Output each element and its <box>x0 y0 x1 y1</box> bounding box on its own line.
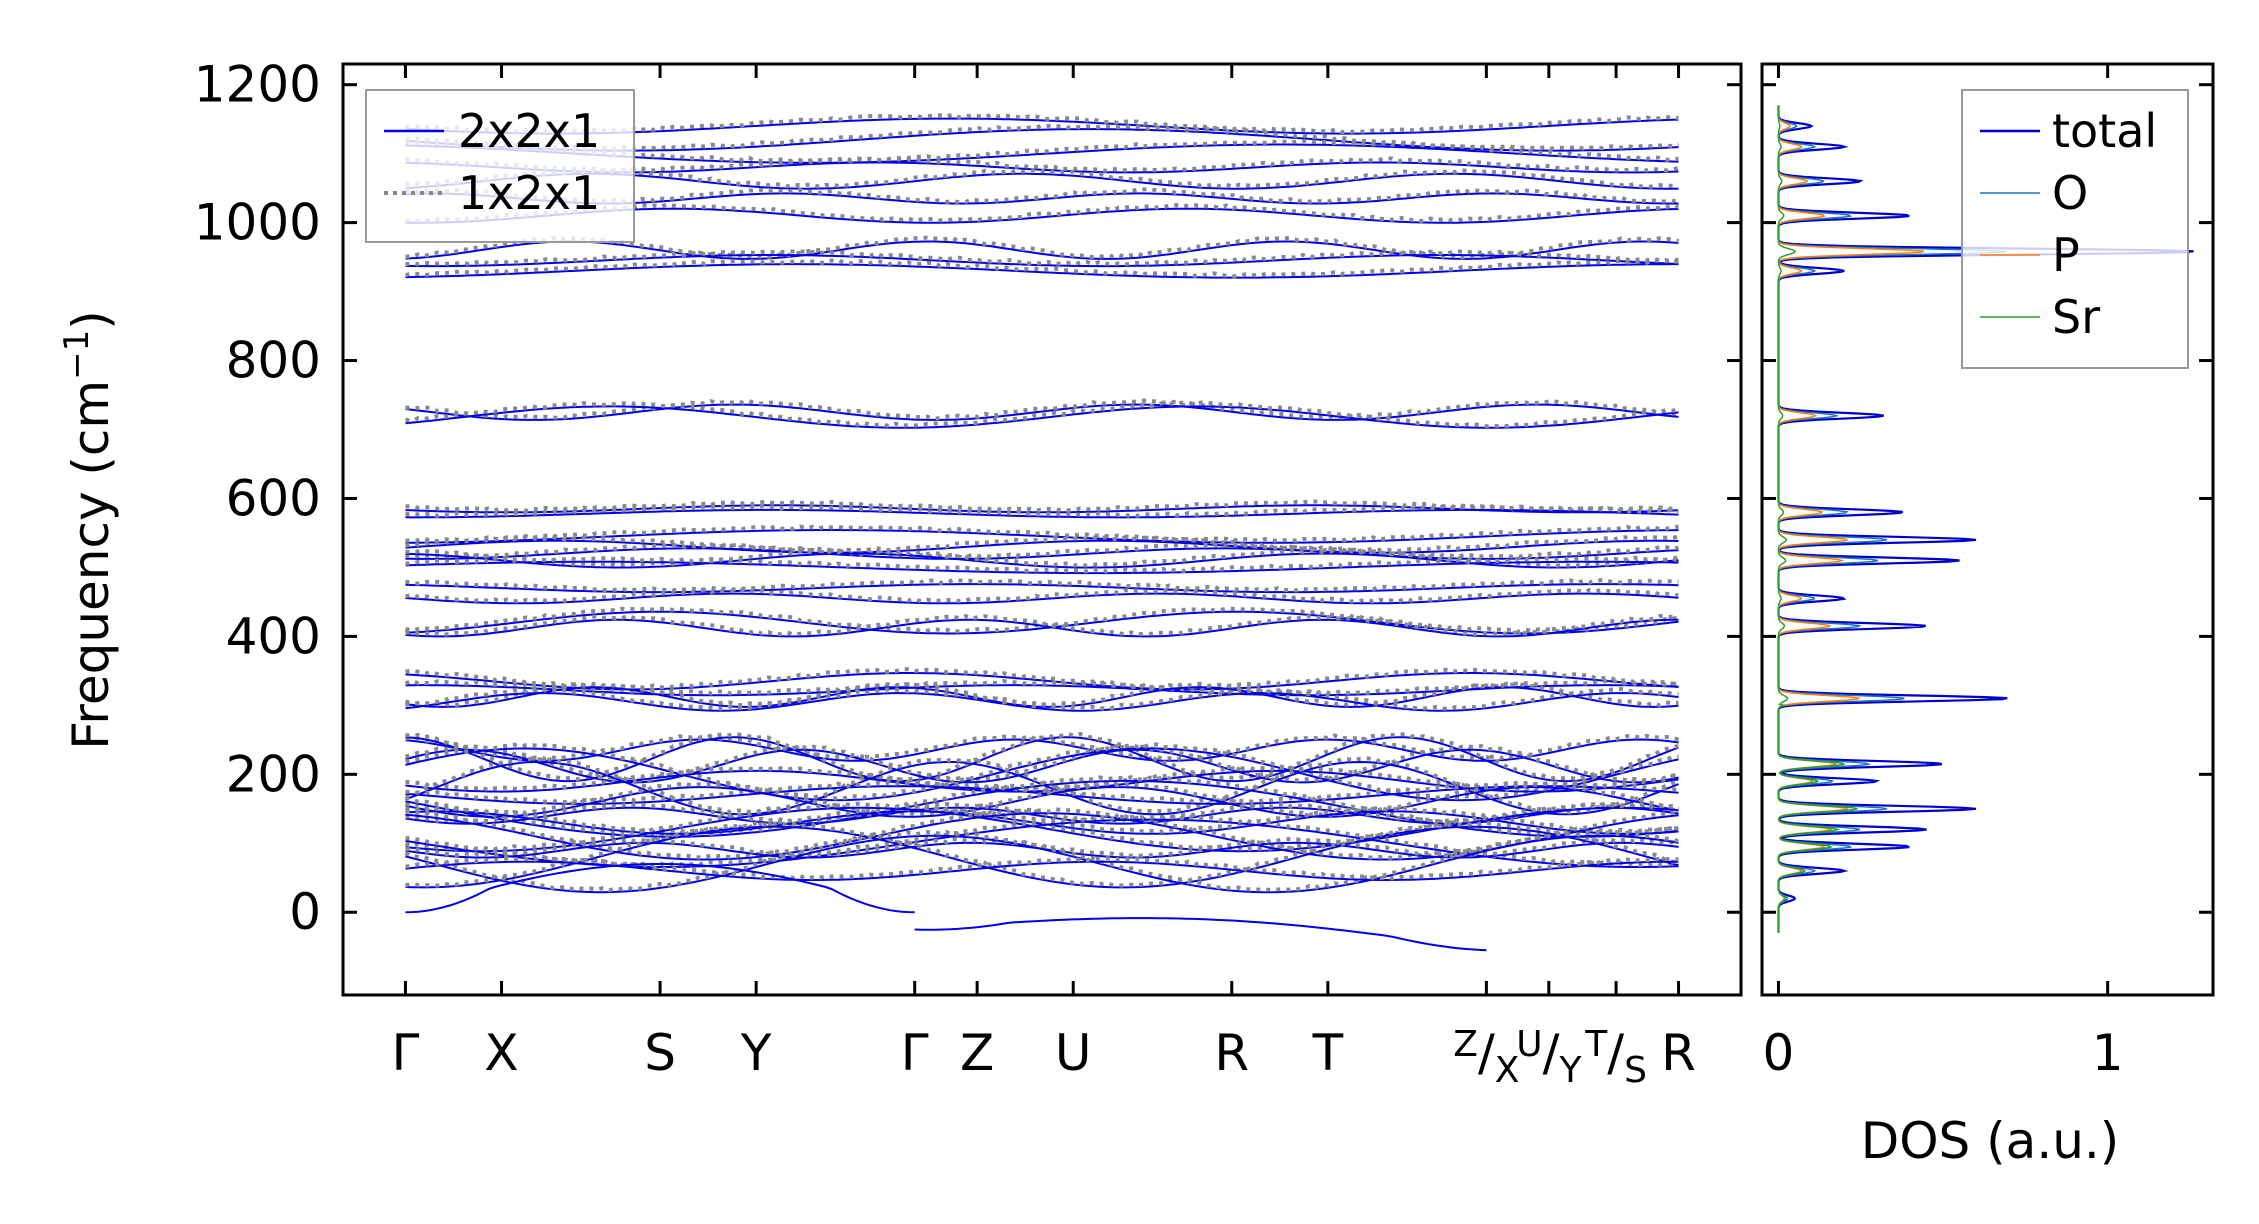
legend-label-2x2x1: 2x2x1 <box>458 104 600 158</box>
band-line-1x2x1 <box>405 235 1680 260</box>
band-line-1x2x1 <box>404 805 1679 835</box>
band-line-2x2x1 <box>405 254 1679 268</box>
band-line-1x2x1 <box>404 534 1679 554</box>
dos-curve-Sr <box>1777 105 1858 933</box>
band-line-2x2x1 <box>405 686 1679 708</box>
x-tick-label: Z <box>960 1024 994 1082</box>
x-tick-label: X <box>484 1024 518 1082</box>
band-line-1x2x1 <box>405 667 1679 691</box>
band-line-1x2x1 <box>405 187 1680 204</box>
x-tick-label: S <box>644 1024 676 1082</box>
band-line-2x2x1 <box>405 263 1679 279</box>
x-tick-label: Y <box>740 1024 772 1082</box>
band-line-2x2x1 <box>405 240 1679 260</box>
band-line-2x2x1 <box>405 825 1679 889</box>
x-axis-ticks: Γ X S Y Γ Z U R T Z/XU/YT/S R <box>392 64 1696 1091</box>
band-line-1x2x1 <box>405 400 1679 429</box>
y-tick-label: 1200 <box>194 56 321 114</box>
band-line-1x2x1 <box>404 678 1679 696</box>
y-tick-label: 0 <box>289 883 321 941</box>
band-line-1x2x1 <box>405 167 1679 190</box>
band-line-2x2x1 <box>405 529 1679 544</box>
band-legend: 2x2x1 1x2x1 <box>365 89 635 243</box>
band-line-2x2x1 <box>405 692 1679 712</box>
band-line-2x2x1 <box>405 592 1679 605</box>
x-tick-label: U <box>1055 1024 1092 1082</box>
legend-label-total: total <box>2052 104 2157 158</box>
band-line-2x2x1 <box>405 405 1679 429</box>
legend-label-P: P <box>2052 228 2080 282</box>
band-line-2x2x1 <box>405 786 1679 818</box>
legend-label-Sr: Sr <box>2052 290 2100 344</box>
y-tick-label: 1000 <box>194 194 321 252</box>
band-line-1x2x1 <box>405 524 1679 544</box>
x-tick-label: R <box>1661 1024 1696 1082</box>
band-line-1x2x1 <box>404 775 1679 838</box>
band-line-2x2x1 <box>405 748 1679 784</box>
y-axis-label: Frequency (cm−1) <box>57 310 120 750</box>
y-tick-label: 600 <box>226 469 321 527</box>
acoustic-branch <box>405 863 915 914</box>
x-tick-label: T/S <box>1584 1024 1647 1091</box>
band-line-1x2x1 <box>405 742 1679 801</box>
band-line-1x2x1 <box>404 257 1679 279</box>
band-line-2x2x1 <box>405 539 1679 554</box>
band-line-2x2x1 <box>405 583 1679 594</box>
band-lines <box>404 112 1680 952</box>
band-line-1x2x1 <box>405 555 1680 574</box>
legend-label-O: O <box>2052 166 2088 220</box>
y-tick-label: 800 <box>226 332 321 390</box>
dos-legend: total O P Sr <box>1961 89 2189 369</box>
band-line-1x2x1 <box>405 731 1679 782</box>
dos-curve-P <box>1777 105 1925 933</box>
dos-plot-frame <box>1760 62 2215 997</box>
dos-y-ticks <box>1762 83 2213 914</box>
band-line-2x2x1 <box>405 834 1679 894</box>
legend-label-1x2x1: 1x2x1 <box>458 166 600 220</box>
acoustic-branch <box>914 917 1487 952</box>
band-line-1x2x1 <box>405 613 1679 637</box>
band-line-2x2x1 <box>405 610 1679 635</box>
band-line-2x2x1 <box>405 785 1679 805</box>
x-tick-label: U/Y <box>1516 1024 1582 1091</box>
x-tick-label: Γ <box>392 1024 420 1082</box>
band-line-1x2x1 <box>405 398 1679 421</box>
y-tick-label: 400 <box>226 607 321 665</box>
band-line-2x2x1 <box>405 508 1679 519</box>
band-line-2x2x1 <box>405 403 1679 421</box>
x-tick-label: Z/X <box>1453 1024 1519 1091</box>
band-line-2x2x1 <box>405 547 1679 560</box>
x-tick-label: R <box>1214 1024 1249 1082</box>
y-axis-ticks: 0 200 400 600 800 1000 1200 <box>194 56 1741 941</box>
band-line-2x2x1 <box>405 806 1679 853</box>
band-line-2x2x1 <box>405 747 1679 802</box>
band-plot-frame <box>341 62 1743 997</box>
band-line-1x2x1 <box>405 780 1679 805</box>
band-line-1x2x1 <box>405 807 1680 860</box>
dos-x-tick-label: 1 <box>2092 1024 2124 1082</box>
band-line-2x2x1 <box>405 738 1679 762</box>
dos-x-axis-label: DOS (a.u.) <box>1861 1112 2120 1170</box>
y-tick-label: 200 <box>226 745 321 803</box>
x-tick-label: Γ <box>901 1024 929 1082</box>
band-line-2x2x1 <box>405 779 1679 838</box>
band-line-1x2x1 <box>405 781 1679 818</box>
dos-curves <box>1777 105 2194 933</box>
band-line-1x2x1 <box>404 755 1680 815</box>
band-line-1x2x1 <box>405 686 1679 712</box>
x-tick-label: T <box>1312 1024 1344 1082</box>
dos-x-tick-label: 0 <box>1763 1024 1795 1082</box>
band-line-1x2x1 <box>405 814 1679 868</box>
band-line-2x2x1 <box>405 560 1679 575</box>
band-line-1x2x1 <box>405 820 1679 888</box>
